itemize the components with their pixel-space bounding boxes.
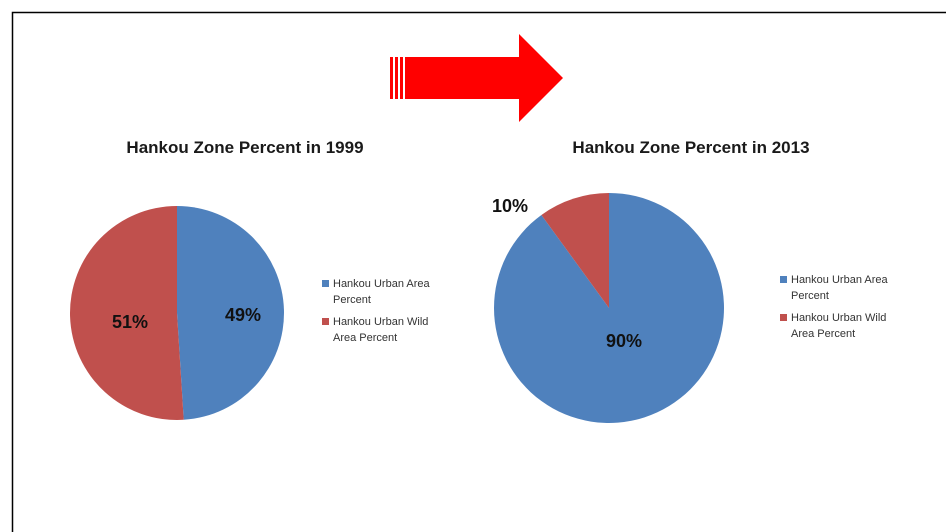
legend-item: Hankou Urban Area Percent (322, 276, 451, 308)
legend-swatch (780, 276, 787, 283)
data-label: 49% (225, 305, 261, 325)
pie-slice (69, 206, 184, 420)
pie-slice (177, 206, 284, 420)
arrow (390, 34, 563, 122)
legend-swatch (322, 280, 329, 287)
legend-label: Hankou Urban Area Percent (791, 274, 888, 302)
legend-label: Hankou Urban Wild Area Percent (791, 312, 887, 340)
data-label: 10% (492, 196, 528, 216)
legend-item: Hankou Urban Wild Area Percent (322, 314, 451, 346)
legend-item: Hankou Urban Area Percent (780, 272, 909, 304)
legend-label: Hankou Urban Area Percent (333, 278, 430, 306)
chart-title: Hankou Zone Percent in 2013 (572, 138, 809, 157)
pie-slice (541, 193, 609, 308)
chart-title: Hankou Zone Percent in 1999 (126, 138, 363, 157)
legend: Hankou Urban Area Percent Hankou Urban Wi… (322, 276, 451, 352)
frame (11, 11, 946, 532)
legend-item: Hankou Urban Wild Area Percent (780, 310, 909, 342)
legend-swatch (780, 314, 787, 321)
data-label: 90% (606, 331, 642, 351)
legend-swatch (322, 318, 329, 325)
legend-label: Hankou Urban Wild Area Percent (333, 316, 429, 344)
data-label: 51% (112, 312, 148, 332)
legend: Hankou Urban Area Percent Hankou Urban Wi… (780, 272, 909, 348)
